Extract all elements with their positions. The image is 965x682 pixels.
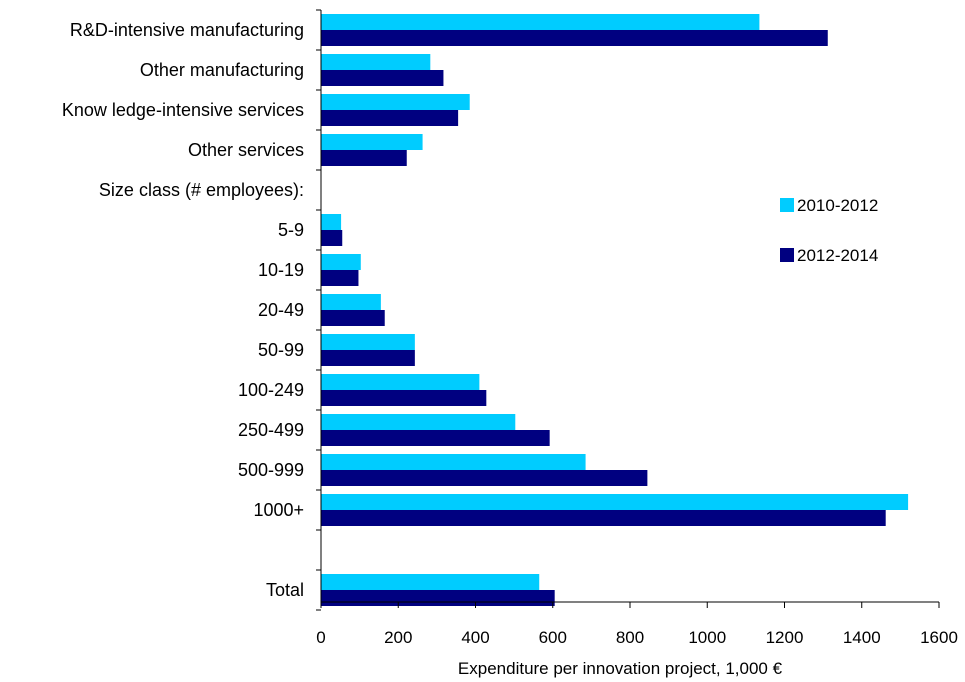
category-label: Size class (# employees): <box>99 180 304 200</box>
bar-series2 <box>321 590 555 606</box>
bar-series2 <box>321 110 459 126</box>
bar-series1 <box>321 14 760 30</box>
category-label: 50-99 <box>258 340 304 360</box>
bar-series2 <box>321 270 359 286</box>
legend-label-2: 2012-2014 <box>797 246 878 265</box>
bar-series1 <box>321 454 586 470</box>
bar-series1 <box>321 54 431 70</box>
category-label: Total <box>266 580 304 600</box>
x-tick-label: 600 <box>539 628 567 647</box>
category-label: 10-19 <box>258 260 304 280</box>
category-labels: R&D-intensive manufacturing Other manufac… <box>62 20 304 600</box>
category-label: 100-249 <box>238 380 304 400</box>
bar-series2 <box>321 30 828 46</box>
bar-series2 <box>321 230 343 246</box>
legend-swatch-1 <box>780 198 794 212</box>
category-label: 20-49 <box>258 300 304 320</box>
x-tick-label: 1000 <box>688 628 726 647</box>
bar-series2 <box>321 70 444 86</box>
bar-series1 <box>321 134 423 150</box>
bar-series2 <box>321 150 407 166</box>
legend-label-1: 2010-2012 <box>797 196 878 215</box>
x-tick-label: 800 <box>616 628 644 647</box>
category-label: Other services <box>188 140 304 160</box>
x-tick-labels: 0 200 400 600 800 1000 1200 1400 1600 <box>316 628 958 647</box>
x-tick-label: 0 <box>316 628 325 647</box>
category-label: R&D-intensive manufacturing <box>70 20 304 40</box>
bar-series2 <box>321 310 385 326</box>
bar-series2 <box>321 350 415 366</box>
axes-layer <box>316 9 940 611</box>
bar-series2 <box>321 510 886 526</box>
bar-series1 <box>321 254 361 270</box>
x-tick-label: 1400 <box>843 628 881 647</box>
x-tick-label: 1600 <box>920 628 958 647</box>
bar-series1 <box>321 414 516 430</box>
category-label: 500-999 <box>238 460 304 480</box>
category-label: 1000+ <box>253 500 304 520</box>
bar-series1 <box>321 214 342 230</box>
bar-series1 <box>321 294 381 310</box>
bar-series2 <box>321 390 487 406</box>
x-tick-label: 1200 <box>766 628 804 647</box>
category-label: Other manufacturing <box>140 60 304 80</box>
bars-layer <box>321 14 909 606</box>
x-tick-label: 400 <box>461 628 489 647</box>
category-label: 5-9 <box>278 220 304 240</box>
bar-series1 <box>321 94 470 110</box>
category-label: 250-499 <box>238 420 304 440</box>
legend-swatch-2 <box>780 248 794 262</box>
bar-series2 <box>321 430 550 446</box>
bar-series1 <box>321 374 480 390</box>
bar-series1 <box>321 494 909 510</box>
legend: 2010-2012 2012-2014 <box>780 196 878 265</box>
bar-series2 <box>321 470 648 486</box>
x-axis-title: Expenditure per innovation project, 1,00… <box>458 659 783 678</box>
bar-series1 <box>321 574 540 590</box>
x-tick-label: 200 <box>384 628 412 647</box>
bar-series1 <box>321 334 415 350</box>
category-label: Know ledge-intensive services <box>62 100 304 120</box>
